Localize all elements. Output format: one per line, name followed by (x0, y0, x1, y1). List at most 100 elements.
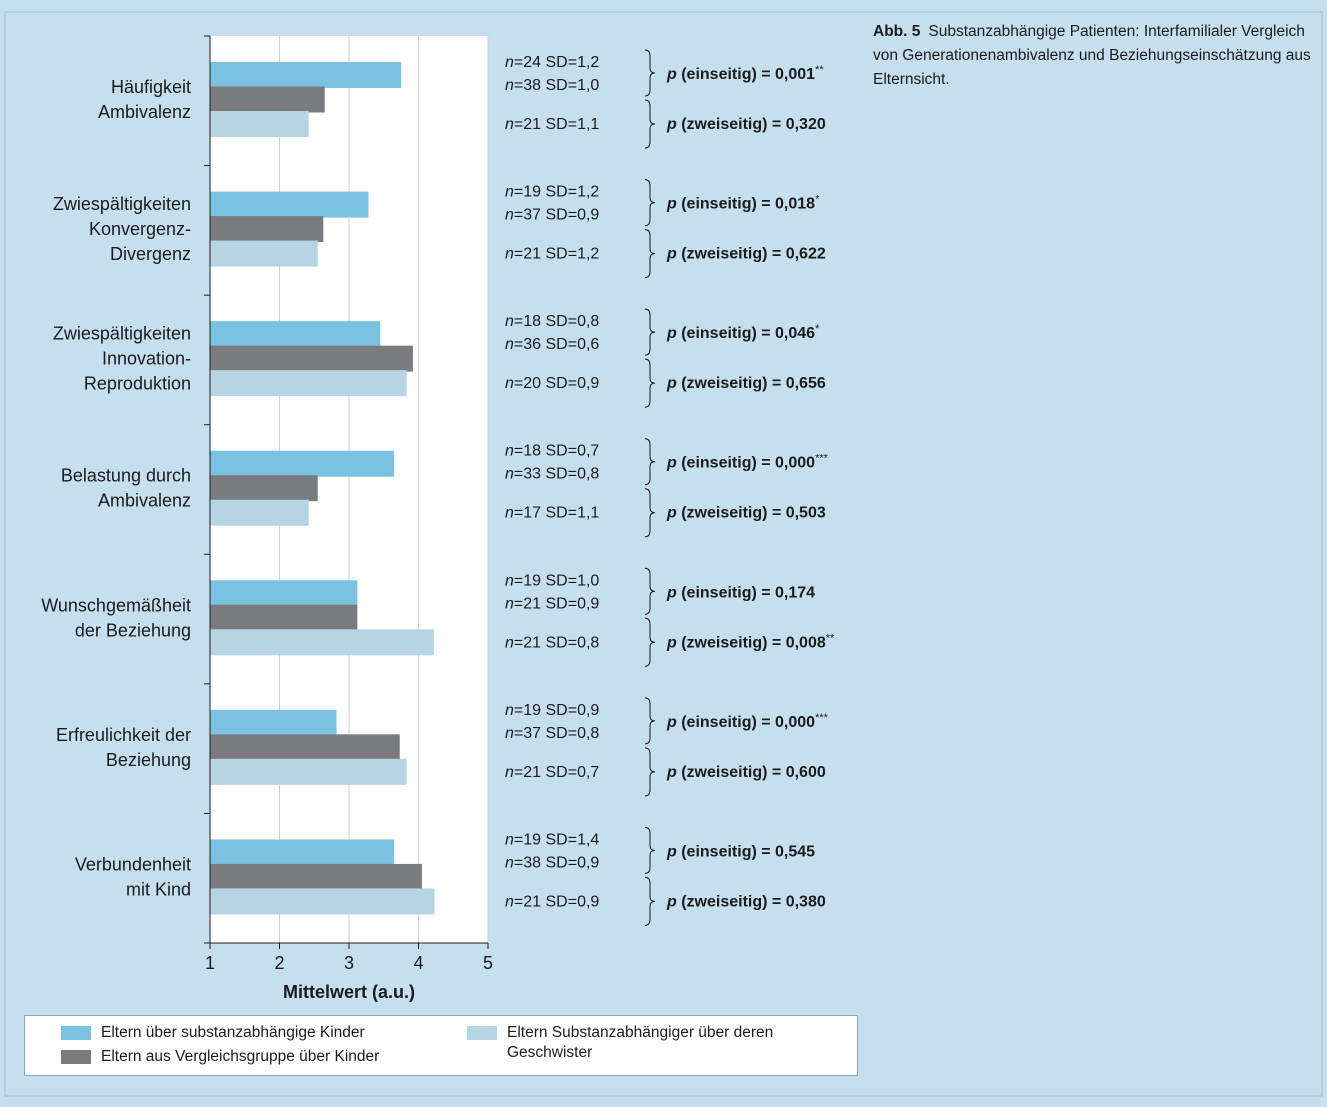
bar-series-1-1 (210, 62, 402, 88)
legend-label-series-3: Eltern Substanzabhängiger über deren Ges… (507, 1024, 774, 1061)
bar-series-1-6 (210, 709, 337, 736)
sample-size-4-1: n=18 SD=0,7 (505, 443, 599, 460)
bar-series-2-6 (210, 734, 400, 761)
bar-series-1-7 (210, 839, 395, 866)
sample-size-7-2: n=38 SD=0,9 (505, 854, 599, 871)
x-tick-label-1: 1 (205, 953, 215, 973)
bar-series-3-2 (210, 240, 318, 267)
brace-1-7 (644, 826, 656, 874)
category-label-4-1: Belastung durch (61, 466, 191, 486)
sample-size-3-2: n=36 SD=0,6 (505, 336, 599, 353)
p-value-1-1: p (einseitig) = 0,001** (666, 64, 824, 83)
caption-label: Abb. 5 (873, 23, 921, 40)
sample-size-5-2: n=21 SD=0,9 (505, 595, 599, 612)
p-value-6-1: p (einseitig) = 0,000*** (666, 712, 829, 731)
brace-2-5 (644, 617, 656, 667)
x-tick-label-2: 2 (274, 953, 284, 973)
p-value-4-2: p (zweiseitig) = 0,503 (666, 505, 826, 522)
category-label-3-1: Zwiespältigkeiten (53, 324, 191, 344)
bar-series-2-7 (210, 863, 422, 890)
category-label-3-2: Innovation- (102, 349, 191, 369)
brace-2-3 (644, 358, 656, 408)
p-value-6-2: p (zweiseitig) = 0,600 (666, 764, 826, 781)
brace-2-6 (644, 747, 656, 797)
p-value-5-1: p (einseitig) = 0,174 (666, 584, 815, 601)
bar-series-2-3 (210, 345, 413, 372)
legend-swatch-series-2 (61, 1050, 91, 1064)
bar-series-3-6 (210, 758, 407, 785)
sample-size-6-1: n=19 SD=0,9 (505, 702, 599, 719)
p-value-3-2: p (zweiseitig) = 0,656 (666, 375, 826, 392)
chart-legend: Eltern über substanzabhängige Kinder Elt… (24, 1015, 858, 1076)
sample-size-6-2: n=37 SD=0,8 (505, 725, 599, 742)
legend-swatch-series-1 (61, 1026, 91, 1040)
x-axis-label: Mittelwert (a.u.) (283, 982, 415, 1002)
bar-series-1-2 (210, 191, 369, 218)
p-value-7-1: p (einseitig) = 0,545 (666, 843, 815, 860)
legend-item-series-2: Eltern aus Vergleichsgruppe über Kinder (61, 1047, 379, 1067)
x-tick-label-5: 5 (483, 953, 493, 973)
bar-series-2-5 (210, 604, 358, 631)
bar-series-1-4 (210, 450, 395, 477)
p-value-7-2: p (zweiseitig) = 0,380 (666, 893, 826, 910)
legend-item-series-3: Eltern Substanzabhängiger über deren Ges… (467, 1023, 837, 1063)
legend-item-series-1: Eltern über substanzabhängige Kinder (61, 1023, 365, 1043)
sample-size-1-3: n=21 SD=1,1 (505, 116, 599, 133)
brace-1-2 (644, 179, 656, 227)
brace-2-2 (644, 229, 656, 279)
category-label-2-2: Konvergenz- (89, 219, 191, 239)
bar-series-2-1 (210, 86, 325, 113)
sample-size-2-2: n=37 SD=0,9 (505, 207, 599, 224)
legend-label-series-1: Eltern über substanzabhängige Kinder (101, 1024, 365, 1041)
category-label-1-1: Häufigkeit (111, 77, 191, 97)
p-value-2-2: p (zweiseitig) = 0,622 (666, 246, 826, 263)
bar-series-3-7 (210, 888, 435, 915)
sample-size-5-3: n=21 SD=0,8 (505, 634, 599, 651)
sample-size-4-3: n=17 SD=1,1 (505, 505, 599, 522)
brace-2-7 (644, 876, 656, 926)
brace-2-4 (644, 488, 656, 538)
category-label-2-3: Divergenz (110, 244, 191, 264)
sample-size-5-1: n=19 SD=1,0 (505, 572, 599, 589)
bar-series-2-4 (210, 475, 318, 502)
p-value-2-1: p (einseitig) = 0,018* (666, 194, 820, 213)
brace-1-5 (644, 567, 656, 615)
legend-label-series-2: Eltern aus Vergleichsgruppe über Kinder (101, 1048, 380, 1065)
sample-size-1-2: n=38 SD=1,0 (505, 77, 599, 94)
category-label-7-1: Verbundenheit (75, 854, 191, 874)
category-label-1-2: Ambivalenz (98, 102, 191, 122)
brace-1-4 (644, 438, 656, 486)
bar-series-1-3 (210, 321, 381, 348)
p-value-3-1: p (einseitig) = 0,046* (666, 323, 820, 342)
p-value-4-1: p (einseitig) = 0,000*** (666, 453, 829, 472)
sample-size-1-1: n=24 SD=1,2 (505, 54, 599, 71)
p-value-5-2: p (zweiseitig) = 0,008** (666, 632, 835, 651)
sample-size-4-2: n=33 SD=0,8 (505, 466, 599, 483)
category-label-7-2: mit Kind (126, 879, 191, 899)
bar-series-3-5 (210, 629, 434, 656)
bar-series-3-1 (210, 111, 309, 137)
bar-series-3-3 (210, 370, 407, 397)
figure-caption: Abb. 5 Substanzabhängige Patienten: Inter… (873, 20, 1313, 92)
bar-series-1-5 (210, 580, 358, 607)
category-label-6-2: Beziehung (106, 750, 191, 770)
caption-text: Substanzabhängige Patienten: Interfamili… (873, 23, 1311, 88)
category-label-6-1: Erfreulichkeit der (56, 725, 191, 745)
category-label-4-2: Ambivalenz (98, 491, 191, 511)
sample-size-7-1: n=19 SD=1,4 (505, 831, 599, 848)
sample-size-7-3: n=21 SD=0,9 (505, 893, 599, 910)
bar-series-2-2 (210, 216, 324, 243)
legend-swatch-series-3 (467, 1026, 497, 1040)
brace-1-3 (644, 308, 656, 356)
category-label-3-3: Reproduktion (84, 374, 191, 394)
brace-1-6 (644, 697, 656, 745)
sample-size-6-3: n=21 SD=0,7 (505, 764, 599, 781)
bar-series-3-4 (210, 499, 309, 526)
p-value-1-2: p (zweiseitig) = 0,320 (666, 116, 826, 133)
category-label-5-2: der Beziehung (75, 620, 191, 640)
category-label-5-1: Wunschgemäßheit (41, 595, 191, 615)
x-tick-label-4: 4 (413, 953, 423, 973)
sample-size-3-3: n=20 SD=0,9 (505, 375, 599, 392)
category-label-2-1: Zwiespältigkeiten (53, 194, 191, 214)
